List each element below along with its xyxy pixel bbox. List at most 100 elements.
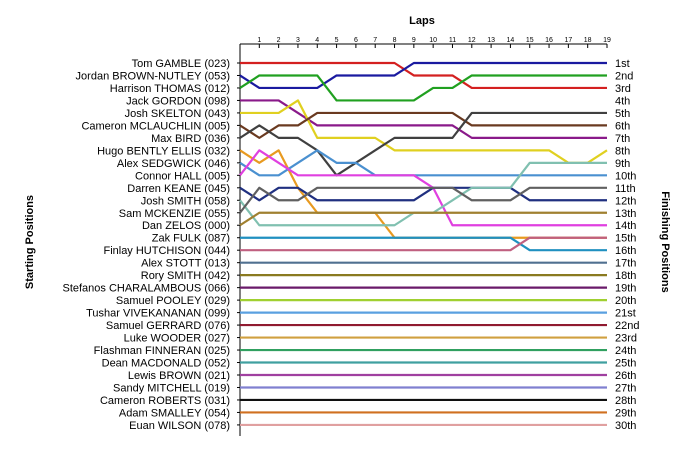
driver-name-label: Alex SEDGWICK (046) xyxy=(117,158,230,170)
driver-name-label: Dan ZELOS (000) xyxy=(142,220,230,232)
driver-name-label: Stefanos CHARALAMBOUS (066) xyxy=(62,283,230,295)
series-line xyxy=(240,61,607,90)
series-line xyxy=(239,111,607,177)
driver-name-label: Tushar VIVEKANANAN (099) xyxy=(86,308,230,320)
lap-tick-label: 6 xyxy=(354,37,358,44)
finishing-position-label: 20th xyxy=(615,295,636,307)
series-line xyxy=(239,111,607,139)
finishing-position-label: 27th xyxy=(615,382,636,394)
lap-tick-label: 5 xyxy=(335,37,339,44)
series-line xyxy=(240,99,608,164)
finishing-labels: 1st2nd3rd4th5th6th7th8th9th10th11th12th1… xyxy=(615,58,639,432)
series-line xyxy=(239,186,607,202)
lap-tick-label: 1 xyxy=(257,37,261,44)
finishing-position-label: 8th xyxy=(615,145,630,157)
finishing-position-label: 30th xyxy=(615,420,636,432)
finishing-position-label: 17th xyxy=(615,258,636,270)
series-line xyxy=(240,99,607,139)
finishing-position-label: 13th xyxy=(615,208,636,220)
lap-tick-label: 3 xyxy=(296,37,300,44)
driver-name-label: Rory SMITH (042) xyxy=(141,270,230,282)
driver-name-label: Sam MCKENZIE (055) xyxy=(119,208,230,220)
series-line xyxy=(239,186,607,214)
driver-name-label: Max BIRD (036) xyxy=(151,133,230,145)
driver-name-label: Harrison THOMAS (012) xyxy=(110,83,230,95)
lap-tick-label: 12 xyxy=(468,37,476,44)
finishing-position-label: 21st xyxy=(615,308,636,320)
position-lines xyxy=(239,61,608,427)
driver-name-label: Euan WILSON (078) xyxy=(129,420,230,432)
lap-tick-label: 18 xyxy=(584,37,592,44)
driver-name-label: Zak FULK (087) xyxy=(152,233,230,245)
finishing-position-label: 14th xyxy=(615,220,636,232)
finishing-position-label: 18th xyxy=(615,270,636,282)
plot-frame xyxy=(237,43,608,436)
finishing-position-label: 1st xyxy=(615,58,630,70)
driver-name-label: Sandy MITCHELL (019) xyxy=(113,382,230,394)
finishing-position-label: 2nd xyxy=(615,70,633,82)
lap-ticks: 1 2 3 4 5 6 7 8 9 10 11 12 13 14 15 16 17 18 19 xyxy=(257,37,611,44)
finishing-position-label: 25th xyxy=(615,358,636,370)
driver-name-label: Tom GAMBLE (023) xyxy=(132,58,230,70)
driver-name-label: Dean MACDONALD (052) xyxy=(102,358,230,370)
lap-tick-label: 10 xyxy=(429,37,437,44)
driver-name-label: Cameron MCLAUCHLIN (005) xyxy=(81,120,230,132)
lap-tick-label: 8 xyxy=(393,37,397,44)
driver-name-label: Lewis BROWN (021) xyxy=(128,370,230,382)
series-line xyxy=(240,236,607,252)
driver-name-label: Darren KEANE (045) xyxy=(127,183,230,195)
finishing-position-label: 23rd xyxy=(615,333,637,345)
series-line xyxy=(239,211,607,227)
lap-tick-label: 15 xyxy=(526,37,534,44)
finishing-position-label: 19th xyxy=(615,283,636,295)
lap-tick-label: 2 xyxy=(277,37,281,44)
lap-tick-label: 13 xyxy=(487,37,495,44)
finishing-position-label: 29th xyxy=(615,407,636,419)
driver-name-label: Finlay HUTCHISON (044) xyxy=(103,245,230,257)
driver-name-label: Jack GORDON (098) xyxy=(126,95,230,107)
finishing-position-label: 6th xyxy=(615,120,630,132)
lap-tick-label: 19 xyxy=(603,37,611,44)
driver-name-label: Alex STOTT (013) xyxy=(141,258,230,270)
starting-names: Tom GAMBLE (023)Jordan BROWN-NUTLEY (053… xyxy=(62,58,230,432)
driver-name-label: Jordan BROWN-NUTLEY (053) xyxy=(76,70,230,82)
series-line xyxy=(240,236,607,252)
driver-name-label: Josh SKELTON (043) xyxy=(125,108,230,120)
driver-name-label: Adam SMALLEY (054) xyxy=(119,407,230,419)
lap-tick-label: 4 xyxy=(315,37,319,44)
driver-name-label: Cameron ROBERTS (031) xyxy=(100,395,230,407)
finishing-position-label: 7th xyxy=(615,133,630,145)
series-line xyxy=(239,149,607,177)
driver-name-label: Connor HALL (005) xyxy=(135,170,230,182)
finishing-position-label: 16th xyxy=(615,245,636,257)
finishing-position-label: 24th xyxy=(615,345,636,357)
series-line xyxy=(239,149,607,227)
finishing-position-label: 9th xyxy=(615,158,630,170)
series-line xyxy=(239,74,607,102)
driver-name-label: Luke WOODER (027) xyxy=(124,333,230,345)
finishing-position-label: 10th xyxy=(615,170,636,182)
lap-tick-label: 11 xyxy=(449,37,456,44)
finishing-position-label: 22nd xyxy=(615,320,639,332)
finishing-position-label: 12th xyxy=(615,195,636,207)
finishing-position-label: 28th xyxy=(615,395,636,407)
lap-tick-label: 16 xyxy=(545,37,553,44)
finishing-position-label: 26th xyxy=(615,370,636,382)
lap-tick-label: 14 xyxy=(507,37,515,44)
lap-tick-label: 9 xyxy=(412,37,416,44)
finishing-position-label: 4th xyxy=(615,95,630,107)
right-axis-label: Finishing Positions xyxy=(659,191,671,292)
finishing-position-label: 11th xyxy=(615,183,636,195)
chart-title: Laps xyxy=(409,15,435,27)
lap-tick-label: 17 xyxy=(564,37,572,44)
finishing-position-label: 15th xyxy=(615,233,636,245)
driver-name-label: Hugo BENTLY ELLIS (032) xyxy=(97,145,230,157)
left-axis-label: Starting Positions xyxy=(24,195,36,289)
driver-name-label: Samuel GERRARD (076) xyxy=(106,320,230,332)
lap-tick-label: 7 xyxy=(373,37,377,44)
finishing-position-label: 3rd xyxy=(615,83,631,95)
finishing-position-label: 5th xyxy=(615,108,630,120)
driver-name-label: Josh SMITH (058) xyxy=(141,195,230,207)
driver-name-label: Flashman FINNERAN (025) xyxy=(94,345,230,357)
